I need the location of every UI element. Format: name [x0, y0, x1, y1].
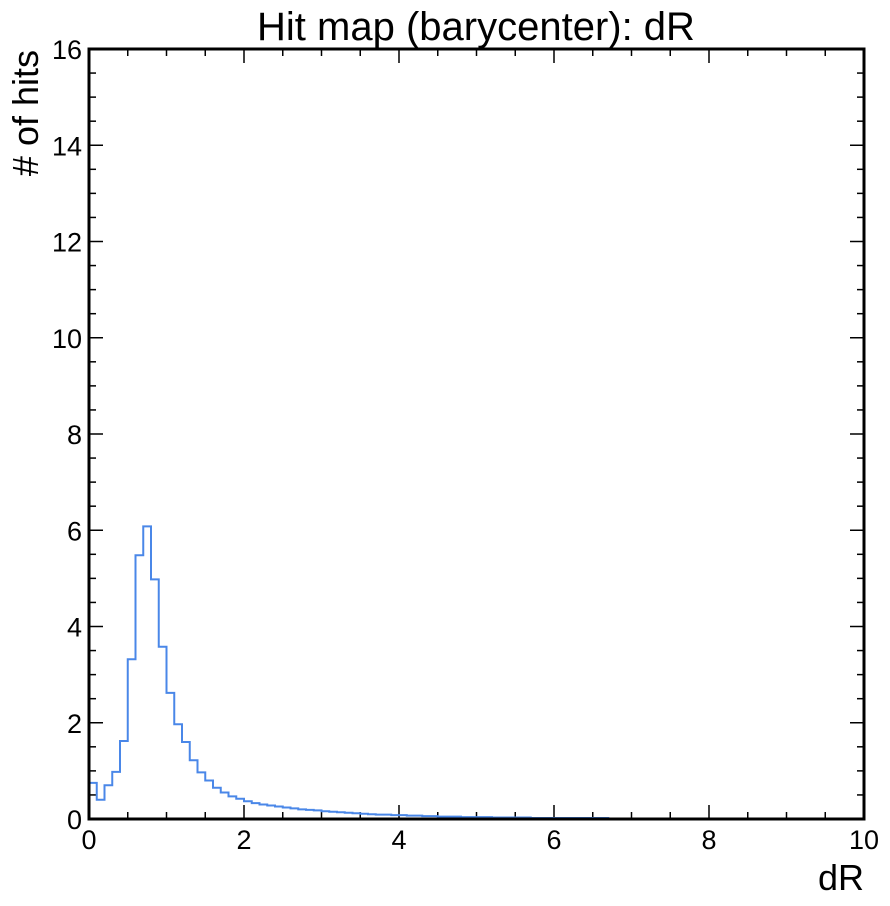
- y-tick-label: 4: [67, 613, 82, 643]
- histogram-series-line: [89, 525, 864, 820]
- x-axis-label: dR: [818, 857, 864, 898]
- y-tick-label: 16: [52, 35, 82, 65]
- y-tick-label: 12: [52, 228, 82, 258]
- x-tick-label: 2: [236, 825, 251, 855]
- tick-labels: 0 2 4 6 8 10 0 2 4 6 8 10 12 14 16: [52, 35, 879, 855]
- y-tick-label: 2: [67, 709, 82, 739]
- x-tick-label: 10: [849, 825, 879, 855]
- y-axis-label: # of hits: [5, 50, 46, 176]
- axis-ticks: [88, 48, 865, 820]
- x-tick-label: 0: [81, 825, 96, 855]
- chart-title: Hit map (barycenter): dR: [257, 5, 695, 49]
- y-tick-label: 6: [67, 516, 82, 546]
- x-tick-label: 4: [391, 825, 406, 855]
- y-tick-label: 10: [52, 324, 82, 354]
- plot-area: [89, 525, 864, 820]
- y-tick-label: 0: [67, 805, 82, 835]
- y-tick-label: 14: [52, 131, 82, 161]
- y-tick-label: 8: [67, 420, 82, 450]
- x-tick-label: 6: [546, 825, 561, 855]
- plot-frame: [87, 47, 866, 821]
- x-tick-label: 8: [701, 825, 716, 855]
